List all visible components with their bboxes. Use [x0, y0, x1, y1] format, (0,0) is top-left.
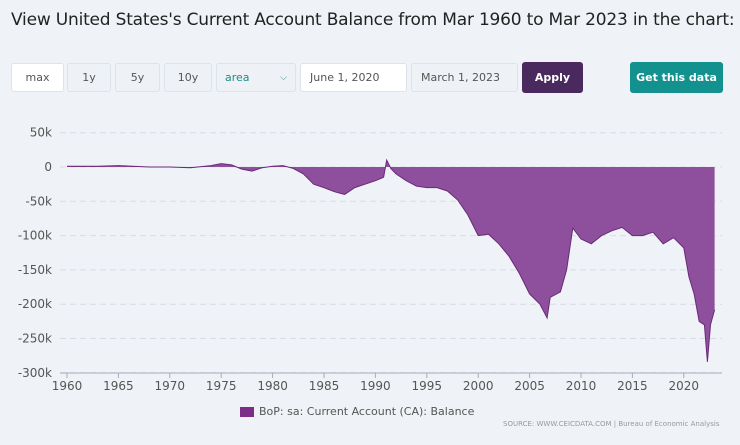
source-note: SOURCE: WWW.CEICDATA.COM | Bureau of Eco… [503, 420, 720, 428]
range-5y-button[interactable]: 5y [115, 63, 160, 92]
y-tick-label: -250k [18, 332, 52, 346]
x-tick-label: 1975 [206, 379, 237, 393]
chevron-down-icon: ⌵ [280, 72, 287, 83]
range-10y-button[interactable]: 10y [164, 63, 212, 92]
chart-type-select[interactable]: area ⌵ [216, 63, 296, 92]
range-max-button[interactable]: max [11, 63, 64, 92]
apply-button[interactable]: Apply [522, 62, 583, 93]
y-tick-label: -150k [18, 263, 52, 277]
series-line [67, 158, 716, 362]
legend-label: BoP: sa: Current Account (CA): Balance [259, 405, 475, 418]
end-date-input[interactable]: March 1, 2023 [411, 63, 518, 92]
start-date-input[interactable]: June 1, 2020 [300, 63, 407, 92]
x-tick-label: 1965 [103, 379, 134, 393]
x-tick-label: 2005 [514, 379, 545, 393]
legend-item[interactable]: BoP: sa: Current Account (CA): Balance [240, 405, 474, 418]
y-tick-label: -300k [18, 366, 52, 380]
x-tick-label: 1960 [52, 379, 83, 393]
get-this-data-button[interactable]: Get this data [630, 62, 723, 93]
x-tick-label: 1995 [412, 379, 443, 393]
y-tick-label: -200k [18, 297, 52, 311]
page-title: View United States's Current Account Bal… [11, 10, 735, 30]
x-tick-label: 1980 [257, 379, 288, 393]
range-1y-button[interactable]: 1y [67, 63, 111, 92]
x-tick-label: 2000 [463, 379, 494, 393]
y-tick-label: 50k [30, 126, 52, 140]
legend-swatch [240, 406, 254, 417]
x-tick-label: 2010 [566, 379, 597, 393]
x-tick-label: 1985 [309, 379, 340, 393]
y-tick-label: -100k [18, 229, 52, 243]
x-tick-label: 1970 [155, 379, 186, 393]
x-tick-label: 2020 [669, 379, 700, 393]
y-tick-label: 0 [44, 160, 52, 174]
y-tick-label: -50k [25, 194, 52, 208]
chart-type-value: area [225, 71, 250, 84]
x-tick-label: 2015 [617, 379, 648, 393]
x-tick-label: 1990 [360, 379, 391, 393]
series-area [67, 160, 715, 362]
